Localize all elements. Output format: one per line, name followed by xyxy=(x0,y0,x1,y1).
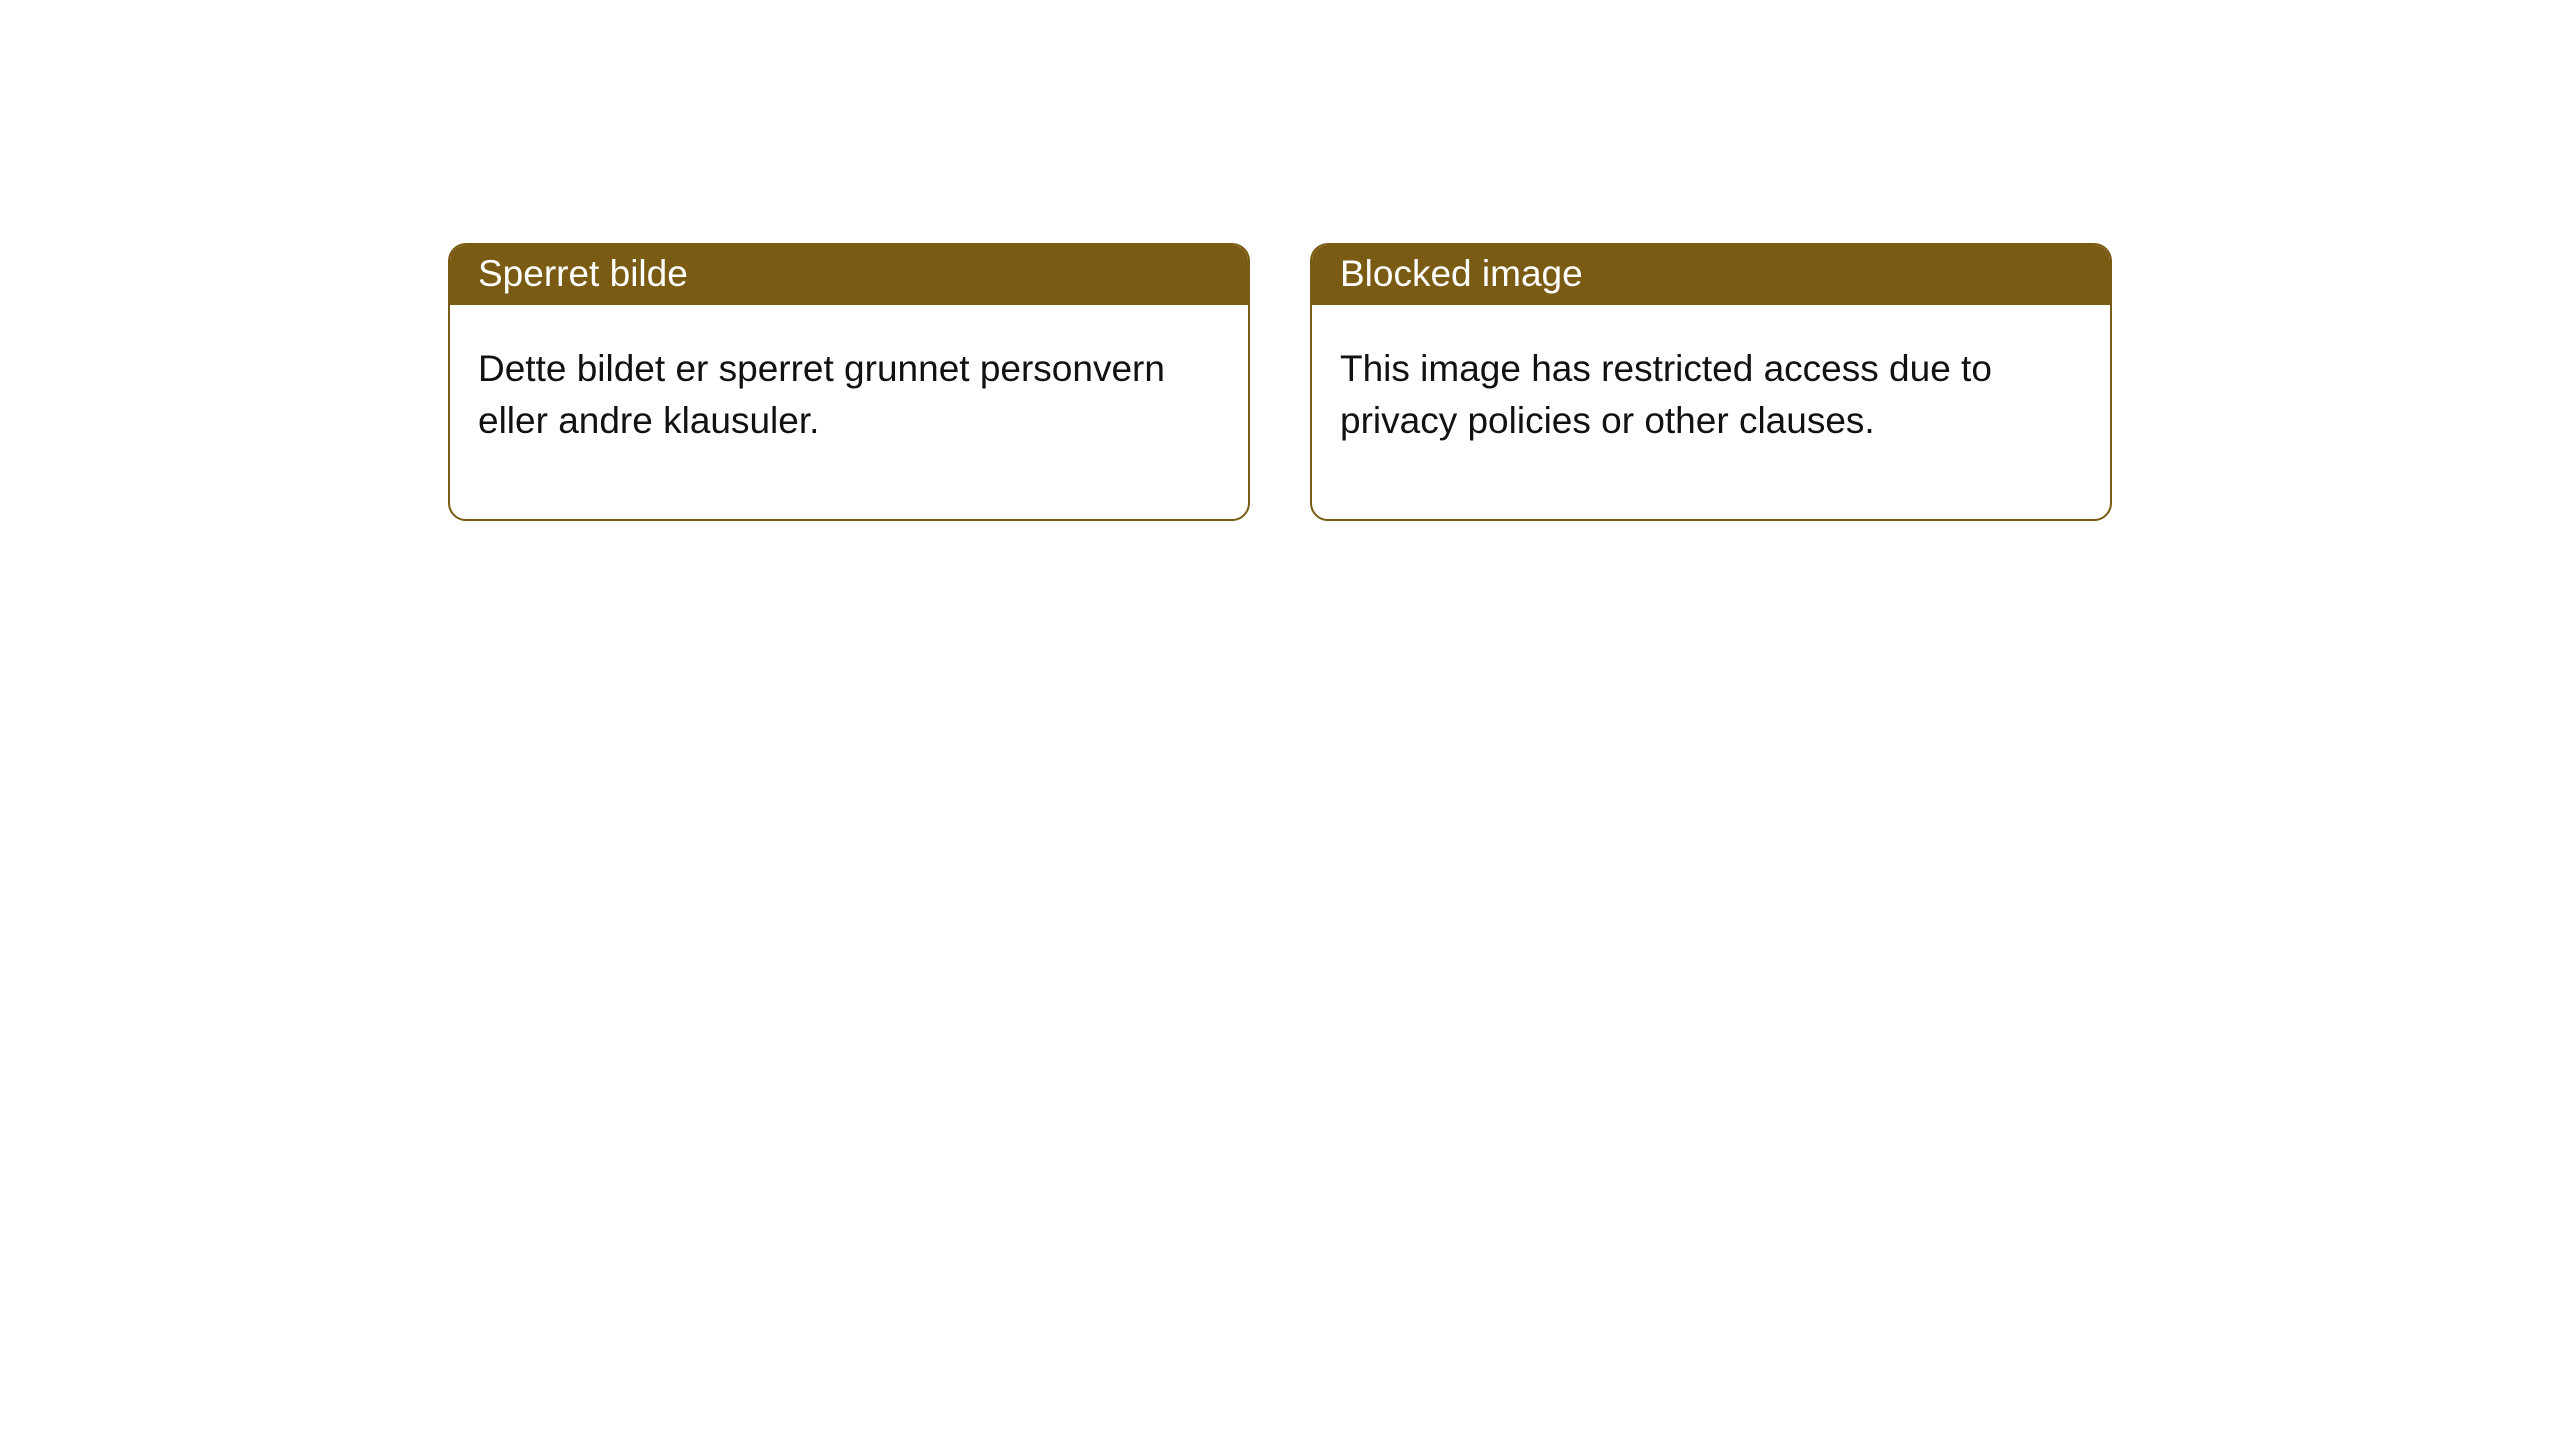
notice-body-en: This image has restricted access due to … xyxy=(1312,305,2110,519)
notice-header-no: Sperret bilde xyxy=(450,245,1248,305)
notice-body-no: Dette bildet er sperret grunnet personve… xyxy=(450,305,1248,519)
notice-box-en: Blocked image This image has restricted … xyxy=(1310,243,2112,521)
notice-box-no: Sperret bilde Dette bildet er sperret gr… xyxy=(448,243,1250,521)
notice-container: Sperret bilde Dette bildet er sperret gr… xyxy=(448,243,2112,521)
notice-header-en: Blocked image xyxy=(1312,245,2110,305)
